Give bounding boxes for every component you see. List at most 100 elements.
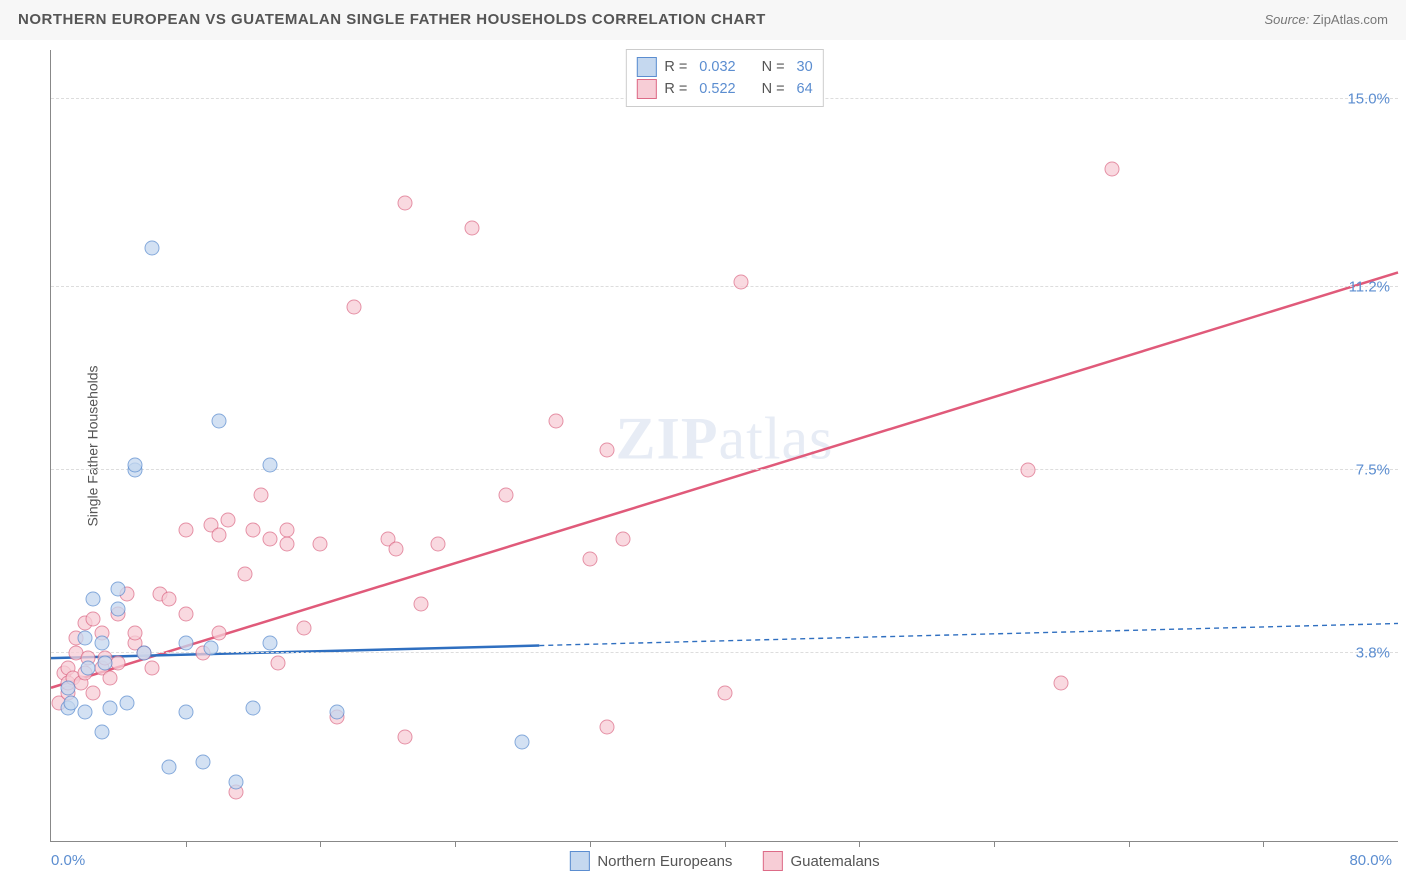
ne-point [330, 705, 345, 720]
ne-point [111, 601, 126, 616]
guatemalan-point [549, 413, 564, 428]
guatemalan-point [1104, 161, 1119, 176]
x-tick [186, 841, 187, 847]
ne-point [262, 458, 277, 473]
guatemalan-point [397, 196, 412, 211]
source-label: Source: ZipAtlas.com [1264, 0, 1388, 40]
ne-point [81, 660, 96, 675]
ne-point [246, 700, 261, 715]
ne-swatch-icon [569, 851, 589, 871]
ne-point [203, 641, 218, 656]
correlation-legend: R = 0.032 N = 30 R = 0.522 N = 64 [625, 49, 823, 107]
guatemalan-point [734, 275, 749, 290]
ne-point [97, 656, 112, 671]
guatemalan-point [498, 487, 513, 502]
ne-point [229, 774, 244, 789]
ne-point [77, 631, 92, 646]
guatemalan-point [397, 730, 412, 745]
x-tick [1263, 841, 1264, 847]
ne-point [64, 695, 79, 710]
ne-point [161, 759, 176, 774]
guatemalan-point [111, 656, 126, 671]
x-tick [590, 841, 591, 847]
x-tick [725, 841, 726, 847]
x-tick [994, 841, 995, 847]
guatemalan-point [599, 720, 614, 735]
chart-title: NORTHERN EUROPEAN VS GUATEMALAN SINGLE F… [18, 0, 766, 40]
guatemalan-point [347, 300, 362, 315]
ne-point [195, 754, 210, 769]
legend-item-ne: Northern Europeans [569, 851, 732, 871]
legend-row-g: R = 0.522 N = 64 [636, 78, 812, 100]
ne-point [128, 458, 143, 473]
g-swatch-icon [762, 851, 782, 871]
guatemalan-point [599, 443, 614, 458]
ne-point [86, 591, 101, 606]
x-min-label: 0.0% [51, 852, 85, 869]
guatemalan-point [212, 626, 227, 641]
series-legend: Northern Europeans Guatemalans [569, 851, 879, 871]
ne-point [262, 636, 277, 651]
gridline [51, 286, 1398, 287]
x-max-label: 80.0% [1349, 852, 1392, 869]
ne-point [102, 700, 117, 715]
chart-container: NORTHERN EUROPEAN VS GUATEMALAN SINGLE F… [0, 0, 1406, 892]
x-tick [320, 841, 321, 847]
x-tick [1129, 841, 1130, 847]
guatemalan-point [262, 532, 277, 547]
y-tick-label: 15.0% [1347, 91, 1390, 108]
ne-point [119, 695, 134, 710]
ne-swatch-icon [636, 57, 656, 77]
ne-point [145, 240, 160, 255]
gridline [51, 469, 1398, 470]
ne-point [60, 680, 75, 695]
guatemalan-point [296, 621, 311, 636]
legend-item-g: Guatemalans [762, 851, 879, 871]
guatemalan-point [279, 522, 294, 537]
legend-row-ne: R = 0.032 N = 30 [636, 56, 812, 78]
guatemalan-point [212, 527, 227, 542]
guatemalan-point [313, 537, 328, 552]
ne-point [111, 581, 126, 596]
guatemalan-point [414, 596, 429, 611]
guatemalan-point [128, 626, 143, 641]
guatemalan-point [389, 542, 404, 557]
guatemalan-point [271, 656, 286, 671]
y-tick-label: 11.2% [1349, 279, 1390, 296]
x-tick [455, 841, 456, 847]
watermark: ZIPatlas [616, 404, 834, 473]
ne-point [515, 735, 530, 750]
guatemalan-point [161, 591, 176, 606]
ne-point [77, 705, 92, 720]
ne-point [178, 636, 193, 651]
ne-point [94, 725, 109, 740]
guatemalan-point [582, 552, 597, 567]
ne-point [136, 646, 151, 661]
guatemalan-point [86, 611, 101, 626]
guatemalan-point [86, 685, 101, 700]
guatemalan-point [431, 537, 446, 552]
ne-point [178, 705, 193, 720]
guatemalan-point [178, 522, 193, 537]
guatemalan-point [1054, 675, 1069, 690]
y-tick-label: 7.5% [1356, 462, 1390, 479]
guatemalan-point [464, 220, 479, 235]
guatemalan-point [102, 670, 117, 685]
y-tick-label: 3.8% [1356, 645, 1390, 662]
ne-point [94, 636, 109, 651]
ne-point [212, 413, 227, 428]
guatemalan-point [616, 532, 631, 547]
guatemalan-point [717, 685, 732, 700]
scatter-plot: ZIPatlas R = 0.032 N = 30 R = 0.522 N = … [50, 50, 1398, 842]
guatemalan-point [279, 537, 294, 552]
guatemalan-point [246, 522, 261, 537]
guatemalan-point [237, 567, 252, 582]
guatemalan-point [220, 512, 235, 527]
guatemalan-point [1020, 463, 1035, 478]
guatemalan-point [178, 606, 193, 621]
guatemalan-point [145, 660, 160, 675]
x-tick [859, 841, 860, 847]
trend-lines [51, 50, 1398, 841]
g-swatch-icon [636, 79, 656, 99]
title-bar: NORTHERN EUROPEAN VS GUATEMALAN SINGLE F… [0, 0, 1406, 40]
